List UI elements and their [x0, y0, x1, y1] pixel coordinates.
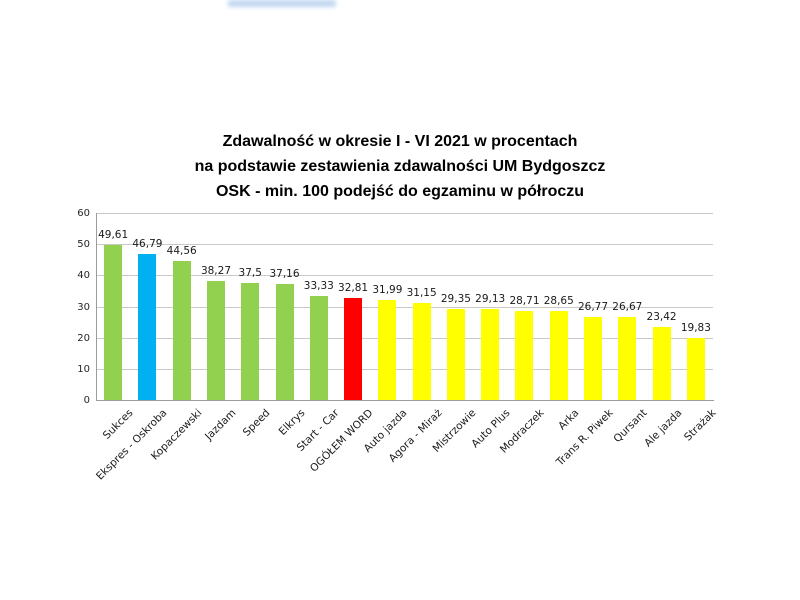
- blurred-ui-fragment: [228, 0, 336, 7]
- bar-modraczek: [515, 310, 534, 400]
- value-label-strazak: 19,83: [680, 322, 711, 335]
- gridline-60: [96, 213, 713, 214]
- bar-strazak: [686, 338, 705, 400]
- gridline-50: [96, 244, 713, 246]
- value-label-jazdam: 38,27: [200, 264, 231, 277]
- bar-auto-plus: [481, 309, 500, 400]
- bar-speed: [241, 283, 260, 400]
- bar-auto-jazda: [378, 300, 397, 400]
- y-axis-tick-10: 10: [77, 363, 90, 375]
- value-label-modraczek: 28,71: [509, 294, 540, 307]
- chart-title-line-3: OSK - min. 100 podejść do egzaminu w pół…: [215, 183, 585, 200]
- bar-sukces: [104, 245, 123, 400]
- gridline-20: [96, 337, 713, 339]
- bar-jazdam: [206, 280, 225, 400]
- bar-kopaczewski: [172, 261, 191, 400]
- bar-qursant: [618, 316, 637, 400]
- value-label-elkrys: 37,16: [269, 268, 300, 281]
- y-axis-tick-0: 0: [83, 395, 90, 406]
- chart-title-line-1: Zdawalność w okresie I - VI 2021 w proce…: [222, 133, 578, 150]
- y-axis-tick-60: 60: [77, 208, 90, 219]
- chart-title-line-2: na podstawie zestawienia zdawalności UM …: [194, 158, 606, 175]
- y-axis-tick-50: 50: [77, 239, 90, 251]
- value-label-ale-jazda: 23,42: [646, 311, 677, 323]
- value-label-start-car: 33,33: [303, 280, 334, 293]
- value-label-auto-plus: 29,13: [475, 293, 506, 306]
- y-axis-tick-30: 30: [77, 301, 90, 313]
- value-label-speed: 37,5: [238, 267, 262, 280]
- value-label-auto-jazda: 31,99: [372, 284, 403, 297]
- value-label-trans-r-piwek: 26,77: [577, 300, 609, 313]
- value-label-agora-miraz: 31,15: [406, 286, 437, 299]
- value-label-mistrzowie: 29,35: [440, 292, 471, 305]
- y-axis-tick-40: 40: [77, 270, 90, 282]
- bar-start-car: [309, 296, 328, 400]
- value-label-kopaczewski: 44,56: [166, 245, 197, 258]
- gridline-40: [96, 275, 713, 277]
- bar-arka: [549, 310, 568, 400]
- value-label-arka: 28,65: [543, 294, 574, 307]
- value-label-sukces: 49,61: [98, 229, 129, 242]
- gridline-30: [96, 306, 713, 308]
- chart-title: Zdawalność w okresie I - VI 2021 w proce…: [0, 129, 800, 204]
- bar-elkrys: [275, 284, 294, 400]
- value-label-ogolem-word: 32,81: [338, 281, 369, 294]
- y-axis-line: [96, 213, 97, 401]
- bar-ekspres-oskroba: [138, 254, 157, 400]
- x-axis-line: [96, 400, 714, 401]
- bar-ale-jazda: [652, 327, 671, 400]
- bar-agora-miraz: [412, 302, 431, 400]
- plot-area: [96, 213, 713, 400]
- value-label-ekspres-oskroba: 46,79: [132, 238, 163, 251]
- bar-ogolem-word: [344, 297, 363, 400]
- gridline-10: [96, 368, 713, 370]
- bar-mistrzowie: [446, 308, 465, 400]
- y-axis-tick-20: 20: [77, 332, 90, 344]
- bar-trans-r-piwek: [584, 316, 603, 400]
- value-label-qursant: 26,67: [612, 300, 643, 313]
